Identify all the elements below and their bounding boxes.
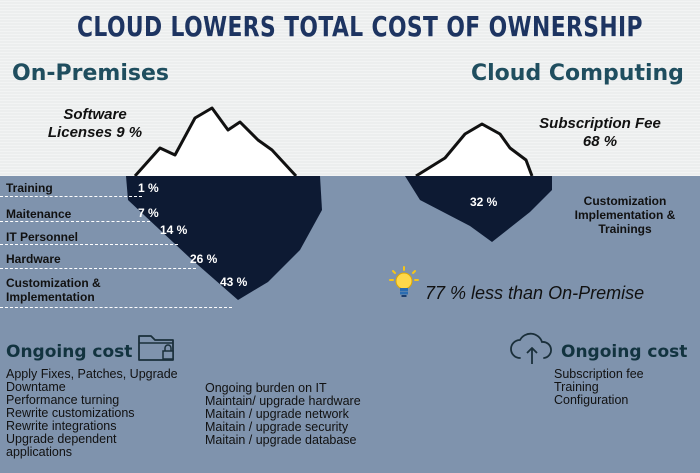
list-item: Downtame bbox=[6, 380, 66, 394]
ongoing-cost-heading-right: Ongoing cost bbox=[561, 342, 688, 362]
list-item: Performance turning bbox=[6, 393, 120, 407]
row-label-training: Training bbox=[6, 181, 53, 195]
list-item: Rewrite customizations bbox=[6, 406, 135, 420]
pct-customization: 43 % bbox=[220, 275, 248, 289]
ongoing-list-left-col2: Ongoing burden on IT Maintain/ upgrade h… bbox=[205, 382, 361, 447]
pct-cloud-customization: 32 % bbox=[470, 195, 498, 209]
row-label-customization: Customization & Implementation bbox=[6, 276, 101, 304]
row-divider bbox=[0, 221, 150, 222]
folder-lock-icon bbox=[138, 335, 174, 361]
savings-text: 77 % less than On-Premise bbox=[425, 283, 645, 303]
pct-maintenance: 7 % bbox=[138, 206, 159, 220]
ongoing-list-left-col1: Apply Fixes, Patches, Upgrade Downtame P… bbox=[6, 368, 178, 459]
ongoing-cost-heading-left: Ongoing cost bbox=[6, 342, 133, 362]
cloud-customization-note: Customization Implementation & Trainings bbox=[574, 194, 676, 236]
page-title: CLOUD LOWERS TOTAL COST OF OWNERSHIP bbox=[77, 10, 643, 43]
list-item: Apply Fixes, Patches, Upgrade bbox=[6, 367, 178, 381]
row-divider bbox=[0, 196, 142, 197]
lightbulb-icon bbox=[389, 266, 419, 297]
list-item: Subscription fee bbox=[554, 367, 644, 381]
list-item: Maintain/ upgrade hardware bbox=[205, 394, 361, 408]
row-divider bbox=[0, 307, 232, 308]
list-item: applications bbox=[6, 445, 73, 459]
software-licenses-note: Software Licenses 9 % bbox=[47, 106, 143, 141]
pct-training: 1 % bbox=[138, 181, 159, 195]
list-item: Training bbox=[554, 380, 599, 394]
sea-background bbox=[0, 176, 700, 473]
cloud-upload-icon bbox=[510, 332, 552, 364]
row-label-it-personnel: IT Personnel bbox=[6, 230, 79, 244]
pct-it-personnel: 14 % bbox=[160, 223, 188, 237]
list-item: Rewrite integrations bbox=[6, 419, 117, 433]
list-item: Configuration bbox=[554, 393, 629, 407]
sky-background bbox=[0, 0, 700, 176]
row-divider bbox=[0, 268, 196, 269]
list-item: Maitain / upgrade database bbox=[205, 433, 357, 447]
on-premises-heading: On-Premises bbox=[12, 61, 169, 86]
row-divider bbox=[0, 244, 178, 245]
list-item: Maitain / upgrade network bbox=[205, 407, 349, 421]
row-label-maintenance: Maitenance bbox=[6, 207, 72, 221]
subscription-fee-note: Subscription Fee 68 % bbox=[539, 115, 661, 150]
ongoing-list-right: Subscription fee Training Configuration bbox=[554, 368, 644, 407]
row-label-hardware: Hardware bbox=[6, 252, 61, 266]
cloud-computing-heading: Cloud Computing bbox=[471, 61, 684, 86]
list-item: Maitain / upgrade security bbox=[205, 420, 349, 434]
list-item: Ongoing burden on IT bbox=[205, 381, 327, 395]
list-item: Upgrade dependent bbox=[6, 432, 117, 446]
pct-hardware: 26 % bbox=[190, 252, 218, 266]
